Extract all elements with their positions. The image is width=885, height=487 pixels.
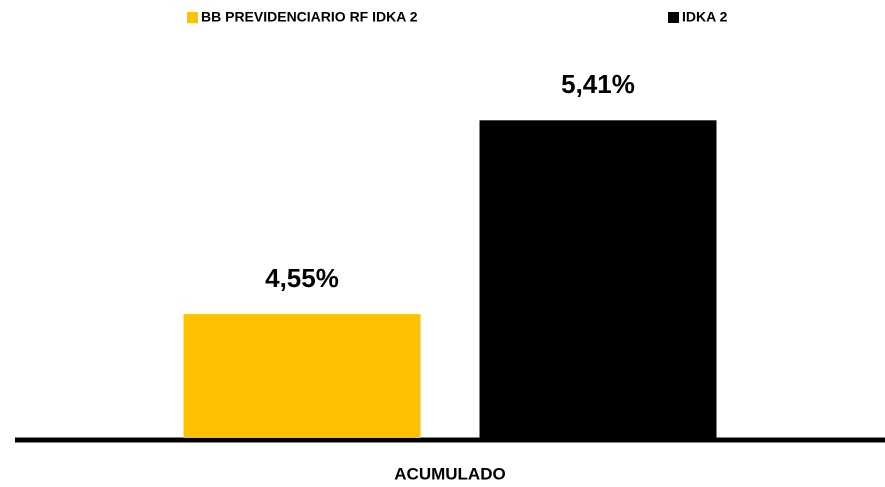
legend-swatch [187, 12, 198, 23]
bar [183, 314, 421, 438]
legend-swatch [668, 12, 679, 23]
value-label: 4,55% [265, 263, 339, 293]
legend-label: BB PREVIDENCIARIO RF IDKA 2 [201, 9, 418, 25]
value-label: 5,41% [561, 69, 635, 99]
legend-label: IDKA 2 [682, 9, 728, 25]
bar [479, 120, 717, 438]
x-tick-label: ACUMULADO [394, 464, 505, 483]
